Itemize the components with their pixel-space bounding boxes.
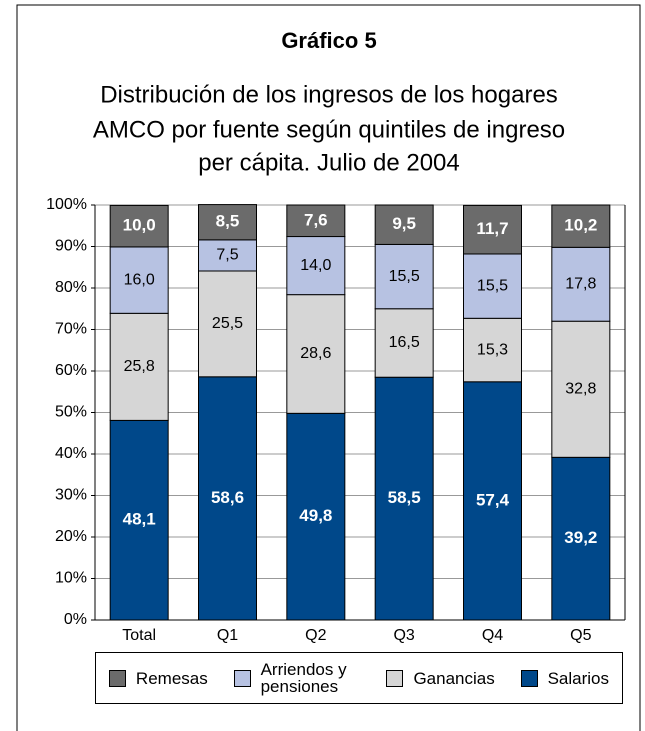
bar-segment (551, 246, 611, 322)
legend-swatch (233, 669, 251, 687)
legend: Remesas Arriendos y pensiones Ganancias Sal… (95, 652, 623, 704)
y-tick-label: 10% (55, 570, 87, 587)
y-tick-label: 90% (55, 238, 87, 255)
legend-item: Arriendos y pensiones (233, 660, 361, 696)
bar-segment (551, 456, 611, 621)
data-label: 49,8 (299, 506, 332, 525)
x-tick-label: Total (122, 627, 156, 644)
legend-swatch (520, 669, 538, 687)
y-tick-label: 0% (64, 611, 87, 628)
bar-segment (286, 412, 346, 621)
x-tick-label: Q2 (305, 627, 326, 644)
y-tick-label: 60% (55, 362, 87, 379)
legend-item: Ganancias (386, 668, 495, 688)
chart-subtitle: AMCO por fuente según quintiles de ingre… (93, 116, 565, 143)
bar-segment (374, 376, 434, 621)
bar-segment (109, 246, 169, 314)
data-label: 9,5 (392, 214, 416, 233)
data-label: 15,5 (389, 268, 420, 285)
data-label: 16,0 (124, 271, 155, 288)
data-label: 28,6 (300, 345, 331, 362)
x-tick-label: Q1 (217, 627, 238, 644)
bar-segment (463, 381, 522, 621)
legend-item: Remesas (108, 668, 208, 688)
data-label: 8,5 (216, 212, 240, 231)
bar-segment (109, 419, 169, 621)
data-label: 48,1 (123, 510, 156, 529)
bar-segment (286, 204, 346, 238)
data-label: 39,2 (564, 528, 597, 547)
bar-segment (198, 239, 257, 272)
bar-segment (109, 204, 169, 248)
y-tick-label: 70% (55, 321, 87, 338)
data-label: 17,8 (565, 275, 596, 292)
data-label: 10,2 (564, 216, 597, 235)
data-label: 15,5 (477, 277, 508, 294)
legend-label: Ganancias (413, 668, 495, 688)
frame (16, 4, 641, 731)
data-label: 14,0 (300, 257, 331, 274)
bar-segment (551, 320, 611, 458)
data-label: 25,8 (124, 358, 155, 375)
x-tick-label: Q4 (482, 627, 503, 644)
bar-segment (198, 270, 257, 378)
y-tick-label: 40% (55, 445, 87, 462)
y-tick-label: 20% (55, 528, 87, 545)
legend-item: Salarios (520, 668, 610, 688)
data-label: 58,6 (211, 488, 244, 507)
data-label: 57,4 (476, 490, 510, 509)
bar-segment (374, 308, 434, 378)
bar-segment (198, 376, 257, 621)
chart-subtitle: Distribución de los ingresos de los hoga… (100, 81, 558, 108)
y-tick-label: 50% (55, 404, 87, 421)
legend-label: Arriendos y pensiones (260, 660, 347, 696)
data-label: 58,5 (388, 488, 421, 507)
bar-segment (374, 204, 434, 245)
bar-segment (463, 317, 522, 383)
data-label: 15,3 (477, 341, 508, 358)
bar-segment (463, 253, 522, 319)
data-label: 16,5 (389, 334, 420, 351)
bar-segment (463, 204, 522, 255)
legend-swatch (108, 669, 126, 687)
data-label: 7,5 (216, 247, 238, 264)
data-label: 11,7 (476, 219, 508, 238)
data-label: 10,0 (123, 216, 156, 235)
y-tick-label: 30% (55, 487, 87, 504)
data-label: 32,8 (565, 380, 596, 397)
data-label: 7,6 (304, 210, 328, 229)
legend-label: Salarios (547, 668, 610, 688)
chart-title: Gráfico 5 (281, 28, 376, 53)
x-tick-label: Q3 (393, 627, 414, 644)
bar-segment (286, 294, 346, 414)
bar-segment (551, 204, 611, 248)
legend-swatch (386, 669, 404, 687)
bar-segment (374, 243, 434, 310)
bar-segment (198, 204, 257, 241)
y-tick-label: 80% (55, 279, 87, 296)
bar-segment (109, 312, 169, 421)
legend-label: Remesas (135, 668, 208, 688)
bar-segment (286, 236, 346, 296)
chart-subtitle: per cápita. Julio de 2004 (198, 149, 460, 176)
y-tick-label: 100% (46, 196, 87, 213)
x-tick-label: Q5 (570, 627, 591, 644)
data-label: 25,5 (212, 315, 243, 332)
